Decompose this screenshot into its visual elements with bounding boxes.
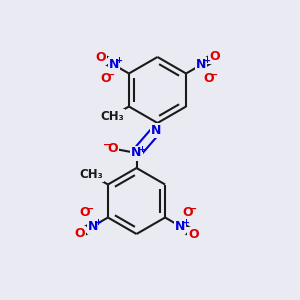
Text: N: N [175, 220, 185, 233]
Text: O: O [107, 142, 118, 155]
Text: CH₃: CH₃ [79, 168, 103, 181]
Text: O: O [74, 227, 85, 241]
Text: O: O [209, 50, 220, 64]
Text: O: O [183, 206, 193, 219]
Text: N: N [88, 220, 98, 233]
Text: +: + [182, 218, 189, 227]
Text: −: − [107, 69, 115, 80]
Text: −: − [210, 69, 218, 80]
Text: N: N [151, 124, 161, 137]
Text: +: + [203, 56, 210, 65]
Text: O: O [204, 72, 214, 85]
Text: +: + [94, 218, 101, 227]
Text: O: O [95, 50, 106, 64]
Text: CH₃: CH₃ [100, 110, 124, 123]
Text: −: − [86, 204, 94, 214]
Text: −: − [103, 140, 112, 150]
Text: −: − [189, 204, 197, 214]
Text: O: O [101, 72, 111, 85]
Text: O: O [188, 227, 199, 241]
Text: N: N [131, 146, 142, 160]
Text: O: O [80, 206, 90, 219]
Text: +: + [116, 56, 122, 65]
Text: N: N [196, 58, 206, 71]
Text: +: + [138, 145, 145, 154]
Text: N: N [109, 58, 119, 71]
